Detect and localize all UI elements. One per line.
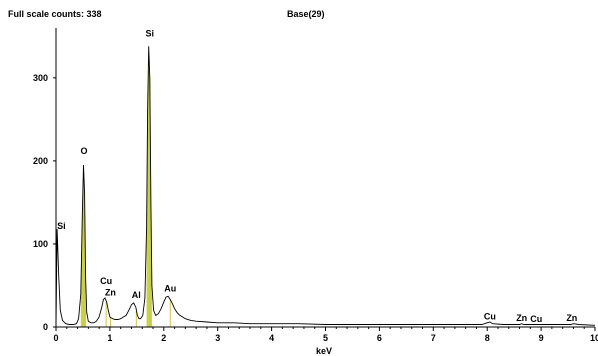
x-tick-label: 2 — [161, 333, 166, 343]
x-tick-label: 10 — [590, 333, 598, 343]
x-tick-label: 7 — [431, 333, 436, 343]
peak-shade — [80, 165, 87, 327]
x-tick-label: 4 — [269, 333, 274, 343]
x-tick-label: 8 — [485, 333, 490, 343]
x-axis: 0 1 2 3 4 5 6 7 8 9 10 — [53, 326, 598, 343]
peak-label: Au — [164, 283, 176, 293]
y-tick-label: 300 — [33, 73, 48, 83]
x-tick-label: 1 — [107, 333, 112, 343]
peak-label: O — [81, 146, 88, 156]
x-tick-label: 9 — [539, 333, 544, 343]
y-tick-label: 200 — [33, 156, 48, 166]
y-tick-label: 0 — [43, 322, 48, 332]
x-axis-label: keV — [316, 346, 332, 356]
peak-label: Zn — [105, 287, 116, 297]
x-tick-label: 6 — [377, 333, 382, 343]
x-tick-label: 3 — [215, 333, 220, 343]
spectrum-name: Base(29) — [287, 9, 325, 19]
peak-label: Zn — [566, 313, 577, 323]
x-tick-label: 5 — [323, 333, 328, 343]
peak-label: Si — [57, 221, 66, 231]
peak-label: Al — [132, 290, 141, 300]
peak-markers — [83, 77, 171, 327]
peak-label: Cu — [530, 314, 542, 324]
full-scale-label: Full scale counts: 338 — [8, 9, 102, 19]
peak-label: Cu — [100, 276, 112, 286]
x-tick-label: 0 — [53, 333, 58, 343]
peak-shading — [80, 46, 152, 328]
y-tick-label: 100 — [33, 239, 48, 249]
peak-label: Cu — [484, 312, 496, 322]
y-axis: 0 100 200 300 — [33, 28, 57, 332]
peak-label: Si — [146, 28, 155, 38]
peak-label: Zn — [516, 313, 527, 323]
spectrum-line — [55, 46, 596, 328]
